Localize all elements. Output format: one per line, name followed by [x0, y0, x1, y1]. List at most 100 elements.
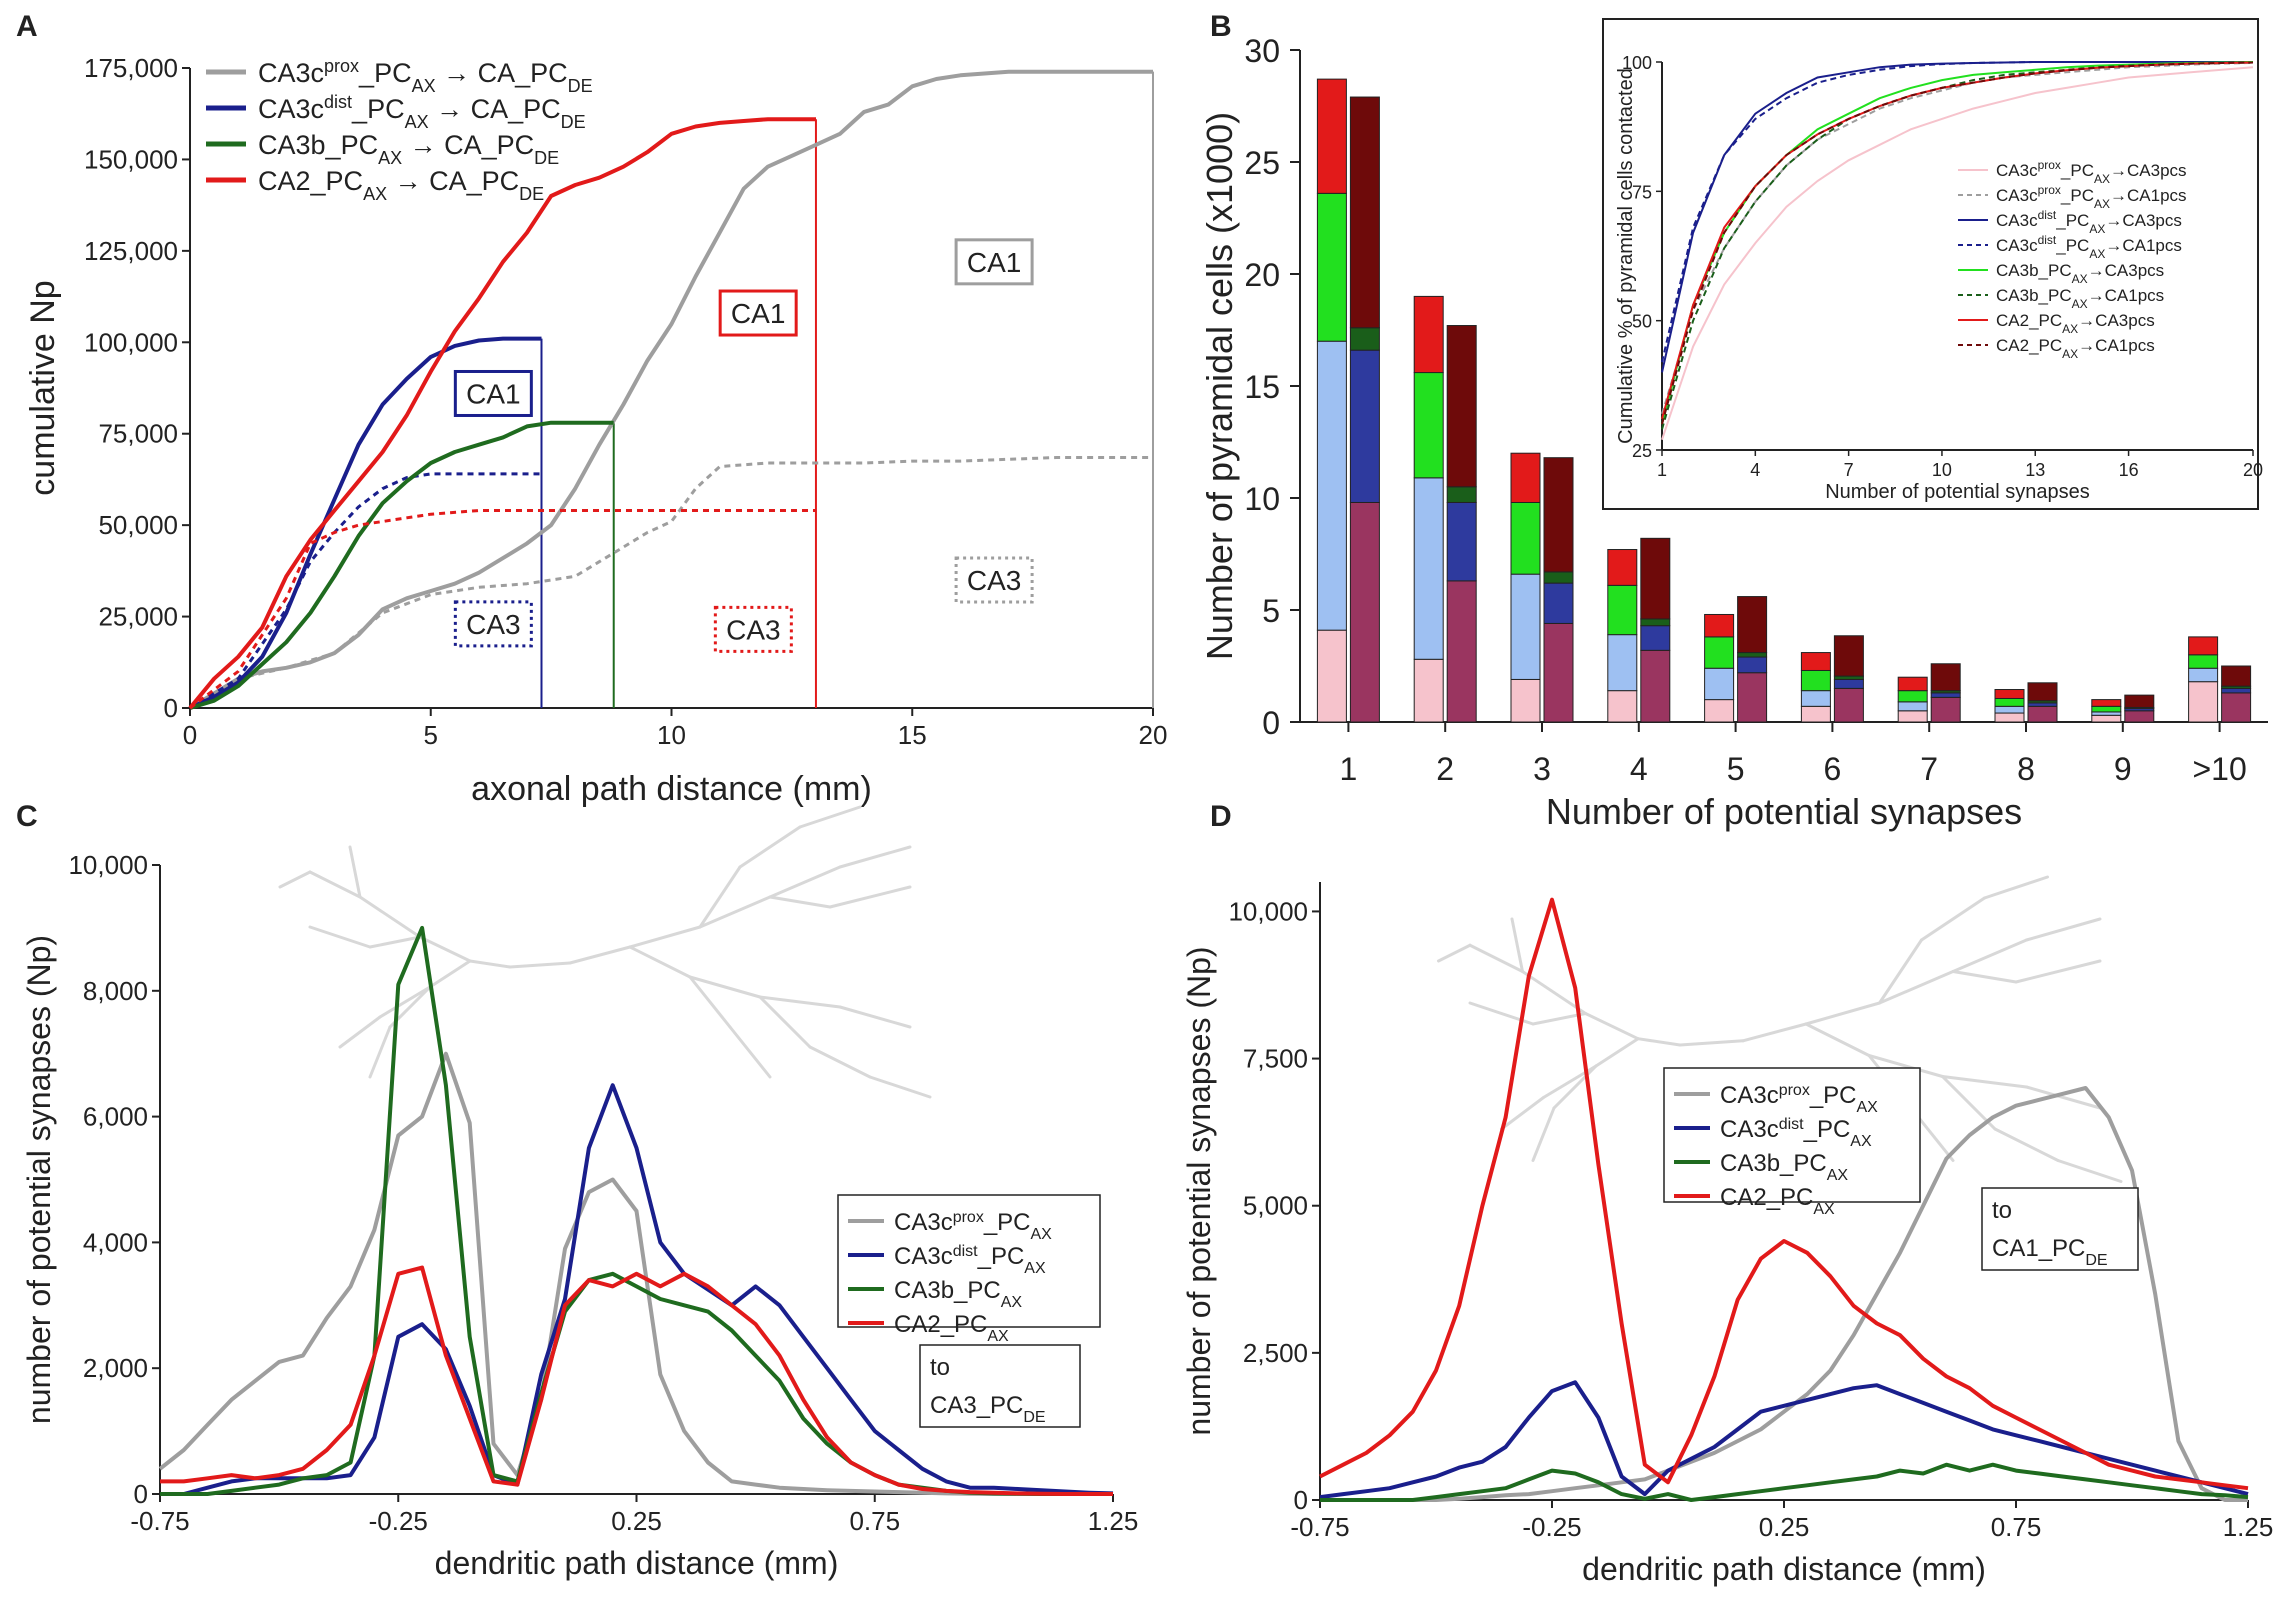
neuron-branch: [508, 961, 572, 969]
label-part: CA3c: [258, 58, 324, 88]
neuron-branch: [868, 1075, 932, 1099]
x-tick-label: -0.25: [369, 1506, 428, 1536]
label-part: CA2: [894, 1311, 941, 1338]
neuron-branch: [1552, 1064, 1598, 1110]
series-line: [1319, 1380, 2249, 1500]
x-tick-label: 0.25: [611, 1506, 662, 1536]
bar-segment: [2188, 654, 2219, 669]
label-part: →CA3pcs: [2088, 261, 2165, 280]
neuron-branch: [1941, 1075, 2028, 1089]
inset-legend-entry: CA2_PCAX→CA1pcs: [1996, 336, 2155, 361]
inset-series-line: [1661, 61, 2253, 363]
neuron-branch: [1951, 938, 2028, 973]
inset-series-line: [1661, 61, 2254, 425]
inset-legend-entry: CA3b_PCAX→CA1pcs: [1996, 286, 2164, 311]
bar-segment: [2124, 694, 2155, 708]
label-part: → CA_PC: [387, 166, 519, 196]
inset-x-tick-label: 13: [2025, 460, 2045, 480]
label-part: _PC: [2055, 236, 2089, 255]
label-part: AX: [2094, 197, 2110, 211]
neuron-branch: [808, 1045, 872, 1079]
bar-segment: [1349, 327, 1380, 351]
bar-segment: [1607, 690, 1638, 723]
inset-x-tick-label: 20: [2243, 460, 2263, 480]
inset-x-tick-label: 10: [1932, 460, 1952, 480]
bar-segment: [1800, 705, 1831, 723]
panel-letter-c: C: [16, 800, 38, 833]
series-line: [1319, 897, 2249, 1491]
legend-entry: CA2_PCAX: [894, 1311, 1009, 1345]
neuron-branch: [1983, 875, 2049, 900]
bar-segment: [1704, 636, 1735, 669]
inset-y-axis-label: Cumulative % of pyramidal cells contacte…: [1615, 68, 1637, 444]
label-part: CA3c: [258, 94, 324, 124]
bar-segment: [1446, 325, 1477, 488]
bar-segment: [1930, 696, 1961, 723]
neuron-branch: [418, 935, 472, 963]
bar-segment: [1349, 96, 1380, 329]
neuron-branch: [1636, 1037, 1682, 1047]
x-axis-label: dendritic path distance (mm): [435, 1545, 839, 1581]
label-part: CA3c: [1996, 236, 2038, 255]
series-line: [188, 117, 816, 710]
label-part: CA2: [1996, 311, 2029, 330]
neuron-branch: [1521, 970, 1587, 1015]
bar-segment: [2221, 692, 2252, 723]
bar-segment: [1543, 571, 1574, 584]
label-part: DE: [2085, 1252, 2107, 1269]
label-part: AX: [2062, 322, 2078, 336]
neuron-branch: [628, 945, 692, 979]
label-part: →CA1pcs: [2110, 186, 2187, 205]
label-part: _PC: [1809, 1082, 1857, 1109]
neuron-branch: [278, 870, 312, 889]
neuron-morphology: [278, 805, 932, 1099]
legend-entry: CA3cprox_PCAX: [894, 1209, 1052, 1243]
series-line: [189, 456, 1153, 710]
bar-segment: [1316, 340, 1347, 631]
x-tick-label: 1: [1340, 751, 1358, 787]
bar-segment: [1316, 629, 1347, 723]
neuron-branch: [2025, 1085, 2102, 1110]
x-axis-label: dendritic path distance (mm): [1582, 1551, 1986, 1587]
inset-legend-entry: CA3b_PCAX→CA3pcs: [1996, 261, 2164, 286]
label-part: CA2: [1996, 336, 2029, 355]
label-part: → CA_PC: [436, 58, 568, 88]
neuron-branch: [568, 945, 632, 965]
bar-segment: [1640, 649, 1671, 723]
bar-segment: [1800, 690, 1831, 707]
x-tick-label: 0.25: [1759, 1512, 1810, 1542]
label-part: dist: [953, 1243, 978, 1260]
bar-segment: [1737, 652, 1768, 658]
label-part: CA3c: [894, 1209, 953, 1236]
y-tick-label: 25: [1244, 145, 1280, 181]
label-part: AX: [1827, 1167, 1849, 1184]
bar-segment: [1930, 663, 1961, 692]
y-axis-label: number of potential synapses (Np): [21, 935, 57, 1424]
label-part: CA3b: [258, 130, 326, 160]
label-part: prox: [324, 56, 359, 76]
region-label: CA1: [466, 378, 520, 409]
x-tick-label: 7: [1920, 751, 1938, 787]
x-tick-label: 1.25: [1088, 1506, 1139, 1536]
label-part: AX: [2062, 347, 2078, 361]
neuron-branch: [468, 959, 512, 969]
neuron-branch: [688, 975, 732, 1029]
bar-segment: [1349, 349, 1380, 503]
bar-segment: [2124, 710, 2155, 723]
label-part: CA3c: [1720, 1082, 1779, 1109]
neuron-morphology: [1437, 875, 2123, 1183]
bar-segment: [2188, 636, 2219, 656]
target-box: [919, 1344, 1081, 1428]
label-part: _PC: [1779, 1150, 1827, 1177]
neuron-branch: [1804, 1001, 1881, 1026]
series-line: [1320, 1086, 2248, 1502]
neuron-branch: [1437, 943, 1472, 963]
x-tick-label: >10: [2192, 751, 2246, 787]
neuron-branch: [758, 995, 812, 1049]
bar-segment: [1316, 192, 1347, 342]
x-tick-label: 4: [1630, 751, 1648, 787]
y-tick-label: 8,000: [83, 976, 148, 1006]
inset-legend-entry: CA3cdist_PCAX→CA1pcs: [1996, 233, 2182, 261]
y-tick-label: 10,000: [68, 850, 148, 880]
